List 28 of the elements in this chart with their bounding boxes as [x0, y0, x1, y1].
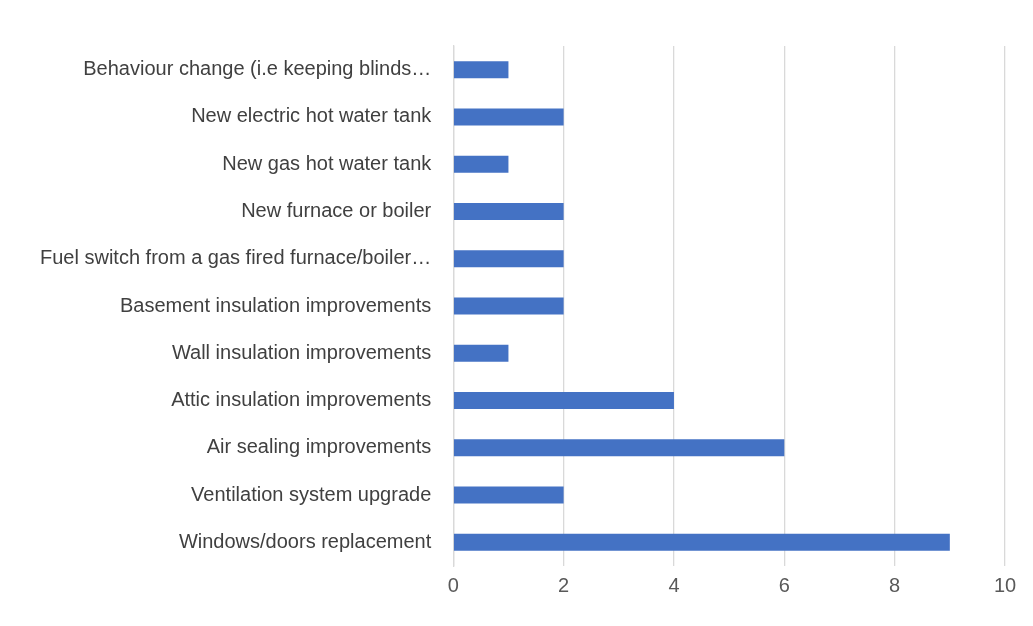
y-tick-label: Air sealing improvements: [206, 435, 432, 458]
x-tick-label: 6: [778, 573, 790, 596]
y-tick-label: Wall insulation improvements: [171, 340, 432, 363]
bar: [453, 155, 509, 173]
y-tick-label: Basement insulation improvements: [120, 293, 432, 316]
bar: [453, 344, 509, 362]
x-tick-label: 0: [447, 573, 459, 596]
y-tick-label: Ventilation system upgrade: [191, 482, 432, 505]
x-tick-label: 2: [558, 573, 570, 596]
bar: [453, 108, 564, 126]
bar: [453, 250, 564, 268]
y-tick-label: New furnace or boiler: [241, 198, 432, 221]
y-tick-label: Fuel switch from a gas fired furnace/boiler…: [39, 246, 432, 269]
bar: [453, 61, 509, 79]
bar: [453, 297, 564, 315]
bar: [453, 202, 564, 220]
y-tick-label: Behaviour change (i.e keeping blinds…: [83, 57, 432, 80]
x-tick-label: 10: [993, 573, 1017, 596]
bar: [453, 392, 674, 410]
y-tick-label: New electric hot water tank: [191, 104, 433, 127]
x-tick-label: 8: [889, 573, 901, 596]
bar: [453, 439, 785, 457]
bar: [453, 486, 564, 504]
y-tick-label: Windows/doors replacement: [178, 529, 432, 552]
x-tick-label: 4: [668, 573, 680, 596]
bar: [453, 533, 950, 551]
y-tick-label: Attic insulation improvements: [171, 388, 432, 411]
y-tick-label: New gas hot water tank: [222, 151, 433, 174]
